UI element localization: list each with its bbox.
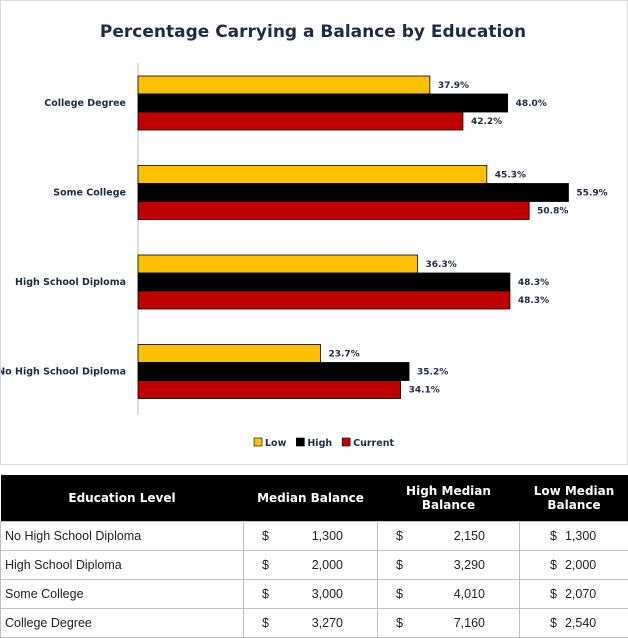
education-level-cell: High School Diploma [1, 551, 244, 580]
high-median-balance-cell: $7,160 [378, 609, 520, 638]
high-median-balance-value: 4,010 [454, 587, 515, 601]
bar-current-some-college [138, 202, 529, 220]
median-balance-cell: $3,000 [244, 580, 378, 609]
low-median-balance-value: 2,000 [557, 558, 624, 572]
low-median-balance-value: 1,300 [557, 529, 624, 543]
data-label-high-some-college: 55.9% [576, 189, 607, 199]
bar-current-college-degree [138, 112, 463, 130]
legend-label-current: Current [353, 438, 394, 449]
bar-low-no-high-school-diploma [138, 345, 320, 363]
bar-low-high-school-diploma [138, 255, 418, 273]
header-education-level: Education Level [1, 475, 244, 522]
median-balance-value: 3,000 [312, 587, 373, 601]
bar-low-some-college [138, 166, 487, 184]
currency-symbol: $ [248, 558, 269, 572]
legend-label-low: Low [265, 438, 287, 449]
bar-high-high-school-diploma [138, 273, 510, 291]
low-median-balance-cell: $2,070 [520, 580, 628, 609]
legend-swatch-high [296, 438, 304, 446]
data-label-current-some-college: 50.8% [537, 207, 568, 217]
low-median-balance-value: 2,070 [557, 587, 624, 601]
bars-layer: College Degree 37.9% 48.0% 42.2% Some Colleg… [1, 76, 608, 399]
bar-current-no-high-school-diploma [138, 381, 401, 399]
data-label-low-high-school-diploma: 36.3% [426, 260, 457, 270]
high-median-balance-value: 7,160 [454, 616, 515, 630]
currency-symbol: $ [382, 616, 403, 630]
currency-symbol: $ [524, 587, 557, 601]
balance-table: Education Level Median Balance High Medi… [0, 475, 628, 638]
low-median-balance-cell: $2,000 [520, 551, 628, 580]
median-balance-cell: $3,270 [244, 609, 378, 638]
table-row: College Degree $3,270 $7,160 $2,540 [1, 609, 628, 638]
data-label-high-high-school-diploma: 48.3% [518, 278, 549, 288]
bar-high-college-degree [138, 94, 508, 112]
median-balance-value: 3,270 [312, 616, 373, 630]
high-median-balance-cell: $2,150 [378, 522, 520, 551]
median-balance-value: 2,000 [312, 558, 373, 572]
low-median-balance-cell: $2,540 [520, 609, 628, 638]
category-label-high-school-diploma: High School Diploma [15, 277, 126, 288]
currency-symbol: $ [382, 587, 403, 601]
header-low-median-balance: Low Median Balance [520, 475, 628, 522]
legend-label-high: High [307, 438, 332, 449]
high-median-balance-value: 2,150 [454, 529, 515, 543]
bar-high-no-high-school-diploma [138, 363, 409, 381]
table-header-row: Education Level Median Balance High Medi… [1, 475, 628, 522]
median-balance-value: 1,300 [312, 529, 373, 543]
table-row: No High School Diploma $1,300 $2,150 $1,… [1, 522, 628, 551]
data-label-high-no-high-school-diploma: 35.2% [417, 368, 448, 378]
currency-symbol: $ [382, 558, 403, 572]
legend-swatch-low [254, 438, 262, 446]
category-label-no-high-school-diploma: No High School Diploma [1, 367, 126, 378]
data-label-low-college-degree: 37.9% [438, 81, 469, 91]
median-balance-cell: $2,000 [244, 551, 378, 580]
table-row: Some College $3,000 $4,010 $2,070 [1, 580, 628, 609]
education-level-cell: No High School Diploma [1, 522, 244, 551]
high-median-balance-cell: $4,010 [378, 580, 520, 609]
bar-low-college-degree [138, 76, 430, 94]
currency-symbol: $ [524, 529, 557, 543]
currency-symbol: $ [248, 616, 269, 630]
currency-symbol: $ [248, 529, 269, 543]
currency-symbol: $ [524, 558, 557, 572]
data-label-low-no-high-school-diploma: 23.7% [328, 350, 359, 360]
low-median-balance-cell: $1,300 [520, 522, 628, 551]
high-median-balance-cell: $3,290 [378, 551, 520, 580]
header-median-balance: Median Balance [244, 475, 378, 522]
chart-title: Percentage Carrying a Balance by Educati… [100, 22, 526, 42]
currency-symbol: $ [248, 587, 269, 601]
category-label-college-degree: College Degree [44, 98, 126, 109]
data-label-high-college-degree: 48.0% [516, 99, 547, 109]
chart-panel: Percentage Carrying a Balance by Educati… [0, 0, 628, 465]
category-label-some-college: Some College [53, 188, 126, 199]
data-label-low-some-college: 45.3% [495, 171, 526, 181]
education-level-cell: College Degree [1, 609, 244, 638]
legend-swatch-current [342, 438, 350, 446]
currency-symbol: $ [524, 616, 557, 630]
header-high-median-balance: High Median Balance [378, 475, 520, 522]
table-row: High School Diploma $2,000 $3,290 $2,000 [1, 551, 628, 580]
high-median-balance-value: 3,290 [454, 558, 515, 572]
data-label-current-high-school-diploma: 48.3% [518, 296, 549, 306]
bar-chart: Percentage Carrying a Balance by Educati… [1, 1, 627, 464]
legend: Low High Current [254, 438, 394, 449]
median-balance-cell: $1,300 [244, 522, 378, 551]
education-level-cell: Some College [1, 580, 244, 609]
data-label-current-college-degree: 42.2% [471, 117, 502, 127]
currency-symbol: $ [382, 529, 403, 543]
bar-high-some-college [138, 184, 568, 202]
bar-current-high-school-diploma [138, 291, 510, 309]
data-label-current-no-high-school-diploma: 34.1% [409, 386, 440, 396]
low-median-balance-value: 2,540 [557, 616, 624, 630]
